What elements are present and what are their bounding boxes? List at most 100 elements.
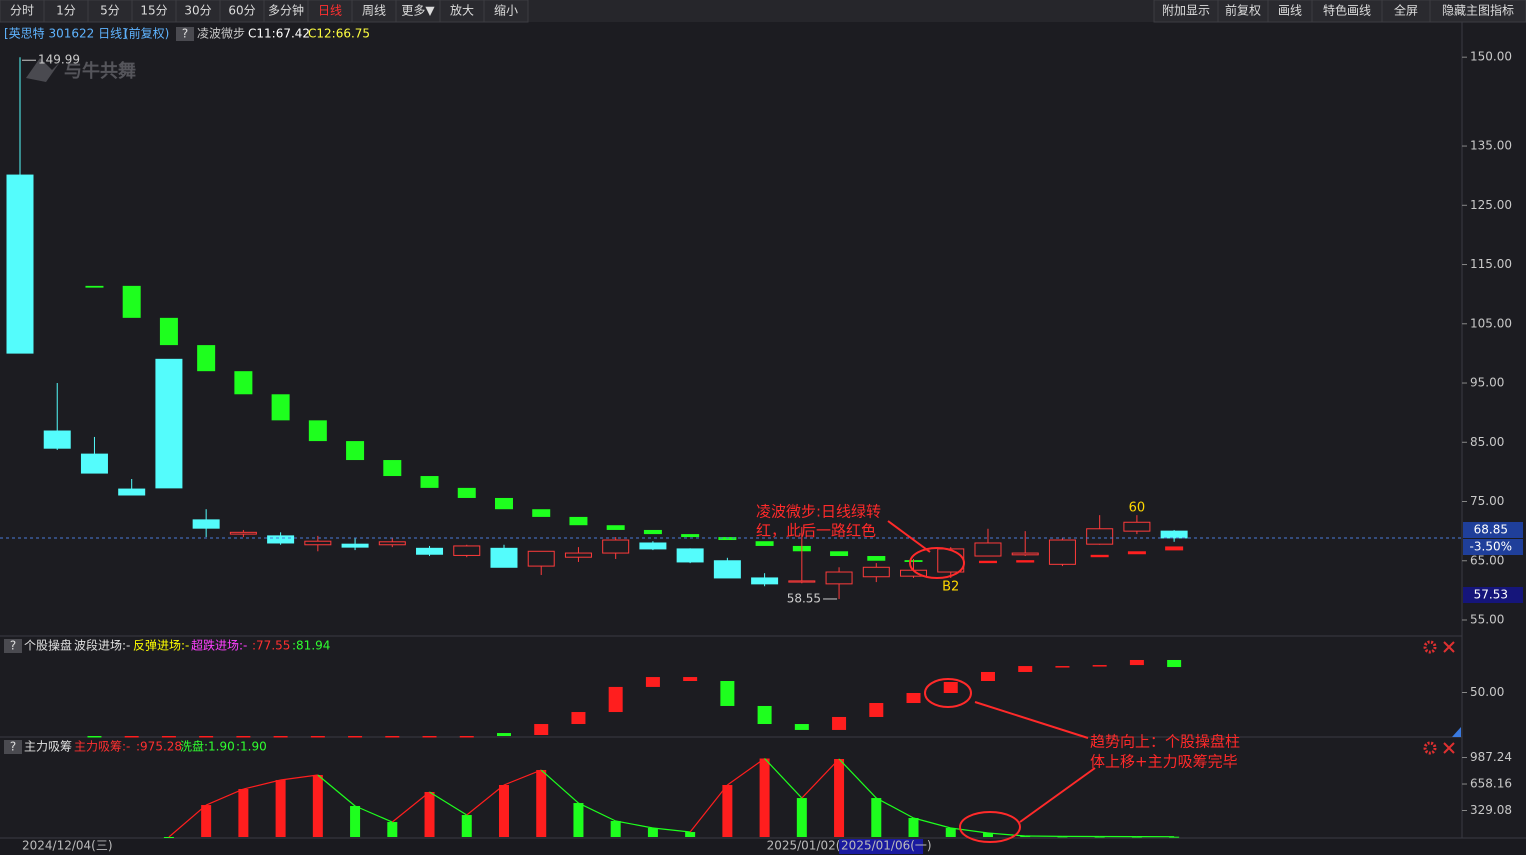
overlay-box bbox=[1016, 560, 1035, 563]
bar bbox=[1092, 665, 1107, 667]
panel-title: 主力吸筹 bbox=[24, 740, 72, 754]
candle-body bbox=[713, 560, 741, 579]
bar bbox=[685, 832, 696, 837]
toolbar-label: 60分 bbox=[228, 4, 255, 18]
high-label: 149.99 bbox=[38, 53, 80, 67]
y-tick-label: 95.00 bbox=[1470, 376, 1504, 390]
help-button[interactable] bbox=[176, 27, 194, 41]
candle-body bbox=[490, 547, 518, 568]
bar bbox=[720, 681, 735, 706]
line-segment bbox=[689, 784, 728, 833]
bar bbox=[608, 686, 623, 713]
overlay-box bbox=[234, 371, 253, 395]
line-segment bbox=[876, 797, 914, 819]
overlay-box bbox=[755, 541, 774, 546]
close-icon[interactable] bbox=[1443, 742, 1455, 754]
legend-entry: :1.90 bbox=[236, 740, 267, 754]
candle-body bbox=[1160, 530, 1188, 539]
y-tick-label: 75.00 bbox=[1470, 494, 1504, 508]
bar bbox=[498, 784, 509, 837]
date-axis bbox=[0, 839, 1526, 855]
bar bbox=[348, 736, 363, 738]
bar bbox=[161, 736, 176, 738]
y-tick-label: 105.00 bbox=[1470, 316, 1512, 330]
plot-marks: 150.00 135.00 125.00 115.00 105.00 95.00 85.00… bbox=[0, 50, 1512, 854]
toolbar-button[interactable] bbox=[483, 0, 529, 23]
overlay-box bbox=[85, 285, 104, 288]
cursor-tag-text: 57.53 bbox=[1474, 588, 1508, 602]
bar bbox=[385, 736, 400, 738]
y-tick-label: 135.00 bbox=[1470, 139, 1512, 153]
overlay-box bbox=[122, 285, 141, 318]
bar bbox=[201, 805, 212, 837]
bar bbox=[645, 677, 660, 687]
legend-entry: :81.94 bbox=[292, 639, 330, 653]
help-button[interactable] bbox=[4, 639, 22, 653]
candle-body bbox=[80, 453, 108, 474]
close-icon[interactable] bbox=[1443, 641, 1455, 653]
candle-body bbox=[639, 542, 667, 550]
candle-body bbox=[527, 550, 555, 567]
bar bbox=[943, 681, 958, 693]
toolbar-label: 5分 bbox=[100, 4, 120, 18]
settings-icon[interactable] bbox=[1423, 640, 1437, 654]
gear bbox=[1423, 741, 1437, 755]
overlay-box bbox=[569, 516, 588, 526]
candle-body bbox=[118, 488, 146, 496]
candle-body bbox=[192, 519, 220, 529]
candle-body bbox=[229, 531, 257, 535]
candle-body bbox=[6, 174, 34, 354]
help-text: ? bbox=[182, 27, 188, 41]
line-segment bbox=[280, 774, 318, 781]
bar bbox=[647, 827, 658, 837]
help-button[interactable] bbox=[4, 740, 22, 754]
toolbar-label: 15分 bbox=[140, 4, 167, 18]
bar bbox=[534, 724, 549, 736]
x-tick-label: 2025/01/02(四) bbox=[767, 839, 858, 853]
indicator-value: C12:66.75 bbox=[308, 27, 370, 41]
candle-body bbox=[1123, 521, 1151, 532]
bar bbox=[238, 789, 249, 837]
bar bbox=[1167, 659, 1182, 668]
overlay-box bbox=[643, 529, 662, 535]
bar bbox=[834, 758, 845, 837]
toolbar-label: 全屏 bbox=[1394, 3, 1418, 18]
toolbar-label: 日线 bbox=[318, 4, 342, 18]
bar bbox=[1018, 666, 1033, 672]
line-segment bbox=[913, 817, 951, 829]
overlay-box bbox=[308, 420, 327, 442]
y-tick-label: 55.00 bbox=[1470, 613, 1504, 627]
settings-icon[interactable] bbox=[1423, 741, 1437, 755]
bar bbox=[871, 798, 882, 837]
bar bbox=[722, 784, 733, 837]
signal-label: 60 bbox=[1129, 501, 1146, 516]
corner-marker bbox=[1452, 727, 1461, 737]
bar bbox=[1055, 666, 1070, 668]
toolbar-label: 放大 bbox=[450, 3, 474, 18]
toolbar-button[interactable] bbox=[1429, 0, 1526, 23]
bar bbox=[124, 736, 139, 738]
annotation: 红，此后一路红色 bbox=[756, 522, 876, 540]
bar bbox=[1129, 659, 1144, 666]
line-segment bbox=[578, 802, 616, 822]
candle-body bbox=[43, 430, 71, 449]
bar bbox=[424, 792, 435, 837]
overlay-box bbox=[1090, 554, 1109, 558]
line-segment bbox=[727, 758, 765, 786]
overlay-box bbox=[978, 560, 997, 564]
price-tag bbox=[1463, 522, 1523, 538]
cursor-tag bbox=[1463, 587, 1523, 603]
annotation: 体上移+主力吸筹完毕 bbox=[1090, 753, 1238, 771]
line-segment bbox=[652, 827, 691, 833]
toolbar-label: 缩小 bbox=[494, 3, 518, 18]
highlight-circle bbox=[959, 811, 1021, 843]
annotation-arrow bbox=[887, 520, 931, 553]
overlay-box bbox=[494, 497, 513, 510]
bar bbox=[757, 705, 772, 725]
change-tag bbox=[1463, 539, 1523, 555]
y-tick-label: 85.00 bbox=[1470, 435, 1504, 449]
bar bbox=[571, 712, 586, 725]
help-text: ? bbox=[10, 740, 16, 754]
